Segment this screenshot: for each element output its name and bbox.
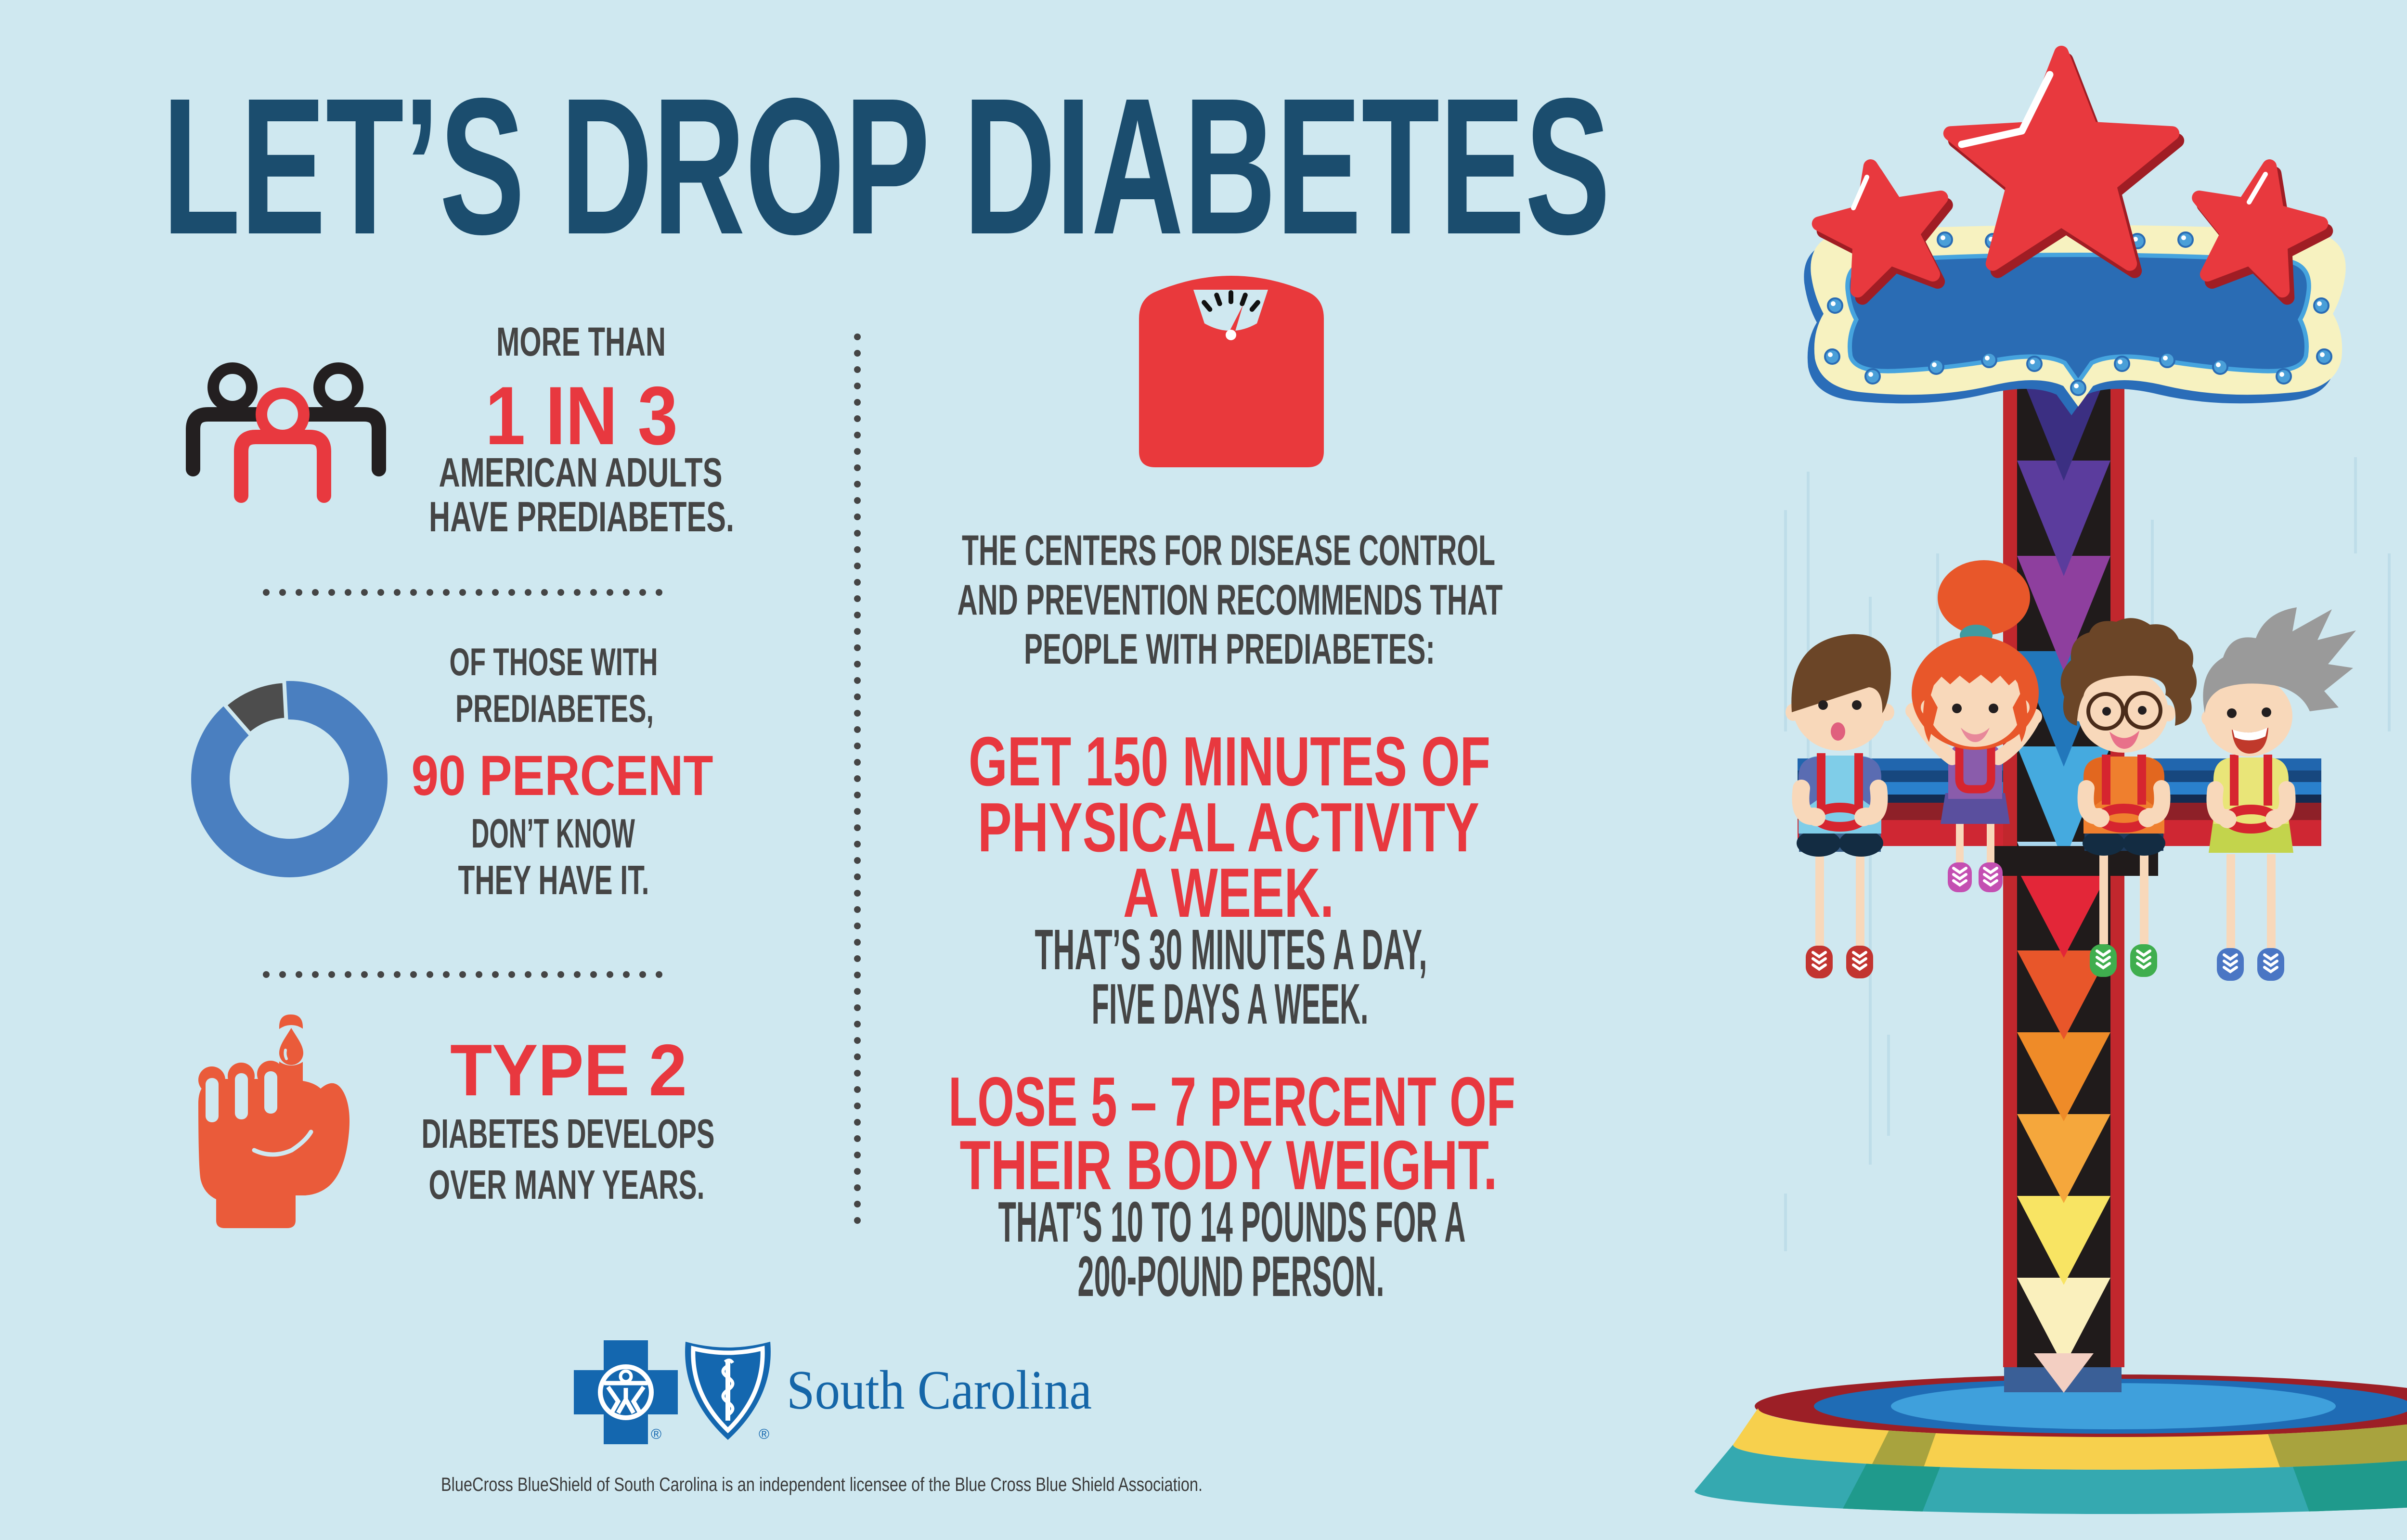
svg-text:South Carolina: South Carolina <box>787 1360 1092 1421</box>
svg-text:THE CENTERS FOR DISEASE CONTRO: THE CENTERS FOR DISEASE CONTROL <box>962 526 1495 574</box>
svg-text:200-POUND PERSON.: 200-POUND PERSON. <box>1078 1245 1385 1309</box>
svg-text:DIABETES DEVELOPS: DIABETES DEVELOPS <box>422 1111 715 1157</box>
svg-text:®: ® <box>759 1426 769 1442</box>
svg-text:MORE THAN: MORE THAN <box>496 319 666 364</box>
svg-text:THAT’S 10 TO 14 POUNDS FOR A: THAT’S 10 TO 14 POUNDS FOR A <box>998 1190 1466 1254</box>
svg-text:THAT’S 30 MINUTES A DAY,: THAT’S 30 MINUTES A DAY, <box>1035 918 1427 982</box>
svg-text:PEOPLE WITH PREDIABETES:: PEOPLE WITH PREDIABETES: <box>1024 625 1435 673</box>
svg-text:PHYSICAL ACTIVITY: PHYSICAL ACTIVITY <box>978 788 1479 866</box>
svg-text:AND PREVENTION RECOMMENDS THAT: AND PREVENTION RECOMMENDS THAT <box>958 576 1503 624</box>
svg-text:TYPE 2: TYPE 2 <box>450 1029 687 1111</box>
svg-text:PREDIABETES,: PREDIABETES, <box>455 687 654 731</box>
svg-text:DON’T KNOW: DON’T KNOW <box>471 811 635 857</box>
svg-text:AMERICAN ADULTS: AMERICAN ADULTS <box>439 450 723 496</box>
svg-text:THEY HAVE IT.: THEY HAVE IT. <box>458 858 649 903</box>
svg-text:THEIR BODY WEIGHT.: THEIR BODY WEIGHT. <box>960 1126 1498 1204</box>
svg-text:LOSE 5 – 7 PERCENT OF: LOSE 5 – 7 PERCENT OF <box>948 1063 1515 1141</box>
svg-text:®: ® <box>651 1426 661 1442</box>
svg-text:90 PERCENT: 90 PERCENT <box>412 744 713 808</box>
svg-text:OF THOSE WITH: OF THOSE WITH <box>450 641 658 684</box>
svg-text:OVER MANY YEARS.: OVER MANY YEARS. <box>429 1162 705 1208</box>
svg-text:1 IN 3: 1 IN 3 <box>485 370 678 462</box>
svg-text:LET’S DROP DIABETES: LET’S DROP DIABETES <box>162 57 1610 275</box>
svg-text:FIVE DAYS A WEEK.: FIVE DAYS A WEEK. <box>1092 972 1369 1036</box>
svg-text:GET 150 MINUTES OF: GET 150 MINUTES OF <box>969 722 1490 800</box>
svg-text:BlueCross BlueShield of South: BlueCross BlueShield of South Carolina i… <box>441 1474 1203 1495</box>
svg-text:HAVE PREDIABETES.: HAVE PREDIABETES. <box>429 493 734 540</box>
svg-text:A WEEK.: A WEEK. <box>1123 854 1334 932</box>
